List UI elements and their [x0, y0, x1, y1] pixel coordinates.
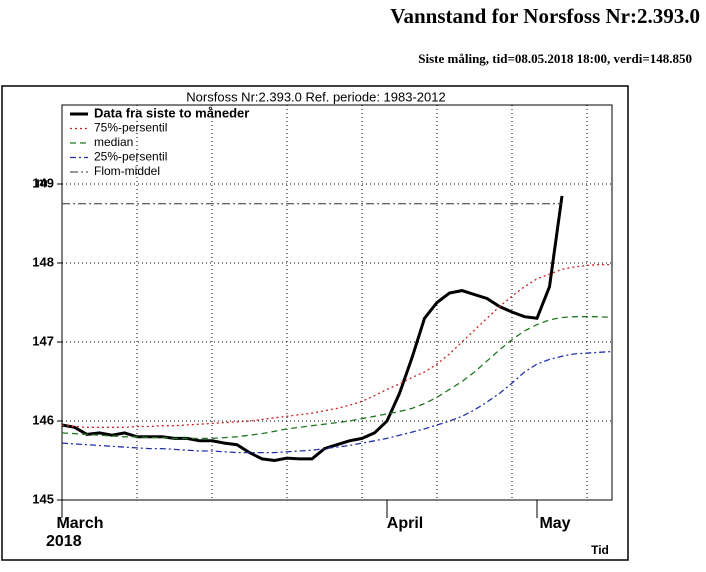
y-tick-label: 147: [32, 333, 54, 348]
x-axis-label: Tid: [591, 543, 609, 557]
page-subtitle: Siste måling, tid=08.05.2018 18:00, verd…: [418, 51, 692, 66]
legend-label: 75%-persentil: [94, 121, 167, 135]
plot-area: [61, 104, 613, 501]
series-line: [61, 316, 613, 440]
x-tick-label: May: [539, 515, 570, 532]
chart-frame: [1, 85, 629, 561]
x-tick-label: April: [387, 515, 423, 532]
year-label: 2018: [46, 533, 82, 550]
y-tick-label: 145: [32, 491, 54, 506]
page-title: Vannstand for Norsfoss Nr:2.393.0: [390, 4, 700, 28]
x-tick-label: March: [56, 515, 103, 532]
y-tick-label: 146: [32, 412, 54, 427]
series-line: [61, 350, 613, 454]
series-line: [61, 263, 612, 428]
legend-label: 25%-persentil: [94, 150, 167, 164]
y-axis-label: m: [36, 174, 48, 189]
legend-label: Data fra siste to måneder: [94, 105, 249, 120]
y-tick-label: 149: [32, 175, 54, 190]
y-tick-label: 148: [32, 254, 54, 269]
legend-label: median: [94, 135, 133, 149]
chart-title: Norsfoss Nr:2.393.0 Ref. periode: 1983-2…: [186, 89, 445, 104]
legend-label: Flom-middel: [94, 164, 160, 178]
